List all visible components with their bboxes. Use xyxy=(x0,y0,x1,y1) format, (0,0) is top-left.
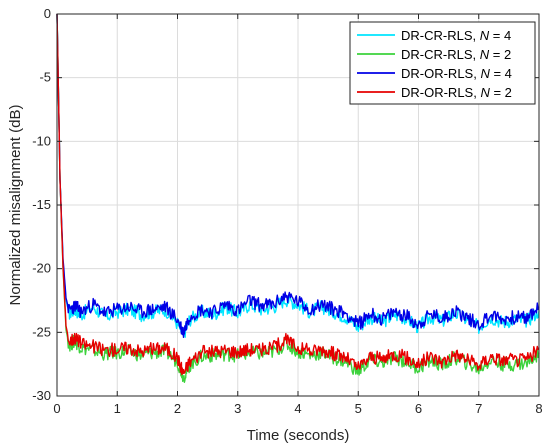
x-tick-label: 4 xyxy=(294,401,301,416)
x-tick-label: 6 xyxy=(415,401,422,416)
y-tick-label: -20 xyxy=(32,261,51,276)
x-tick-label: 7 xyxy=(475,401,482,416)
x-tick-label: 1 xyxy=(114,401,121,416)
y-tick-label: -15 xyxy=(32,197,51,212)
y-tick-label: 0 xyxy=(44,6,51,21)
y-tick-label: -25 xyxy=(32,324,51,339)
legend-entry-suffix: = 2 xyxy=(490,85,512,100)
x-tick-label: 8 xyxy=(535,401,542,416)
x-tick-label: 2 xyxy=(174,401,181,416)
legend-entry-variable: N xyxy=(480,28,490,43)
legend-entry-suffix: = 4 xyxy=(489,28,511,43)
legend-entry-variable: N xyxy=(480,47,490,62)
legend-entry: DR-OR-RLS, N = 2 xyxy=(401,85,512,100)
legend-entry-variable: N xyxy=(480,66,490,81)
y-tick-label: -30 xyxy=(32,388,51,403)
ticks: 0 1 2 3 4 5 6 7 8 0 -5 -10 -15 -20 -25 -30 xyxy=(32,6,542,416)
legend-entry-suffix: = 2 xyxy=(489,47,511,62)
legend-entry-variable: N xyxy=(480,85,490,100)
y-axis-label: Normalized misalignment (dB) xyxy=(7,105,24,306)
legend-entry: DR-CR-RLS, N = 2 xyxy=(401,47,511,62)
legend-entry-prefix: DR-OR-RLS, xyxy=(401,66,480,81)
y-tick-label: -5 xyxy=(39,70,51,85)
legend-entry: DR-OR-RLS, N = 4 xyxy=(401,66,512,81)
legend-entry-suffix: = 4 xyxy=(490,66,512,81)
series-line xyxy=(56,13,540,338)
legend-entry-prefix: DR-OR-RLS, xyxy=(401,85,480,100)
legend-entry-prefix: DR-CR-RLS, xyxy=(401,47,480,62)
y-tick-label: -10 xyxy=(32,133,51,148)
legend-entry-prefix: DR-CR-RLS, xyxy=(401,28,480,43)
x-tick-label: 5 xyxy=(355,401,362,416)
series-layer xyxy=(56,13,540,383)
legend: DR-CR-RLS, N = 4DR-CR-RLS, N = 2DR-OR-RL… xyxy=(349,21,536,105)
x-tick-label: 0 xyxy=(53,401,60,416)
x-tick-label: 3 xyxy=(234,401,241,416)
series-line xyxy=(56,13,540,376)
legend-entry: DR-CR-RLS, N = 4 xyxy=(401,28,511,43)
x-axis-label: Time (seconds) xyxy=(247,427,350,444)
series-line xyxy=(56,13,540,338)
